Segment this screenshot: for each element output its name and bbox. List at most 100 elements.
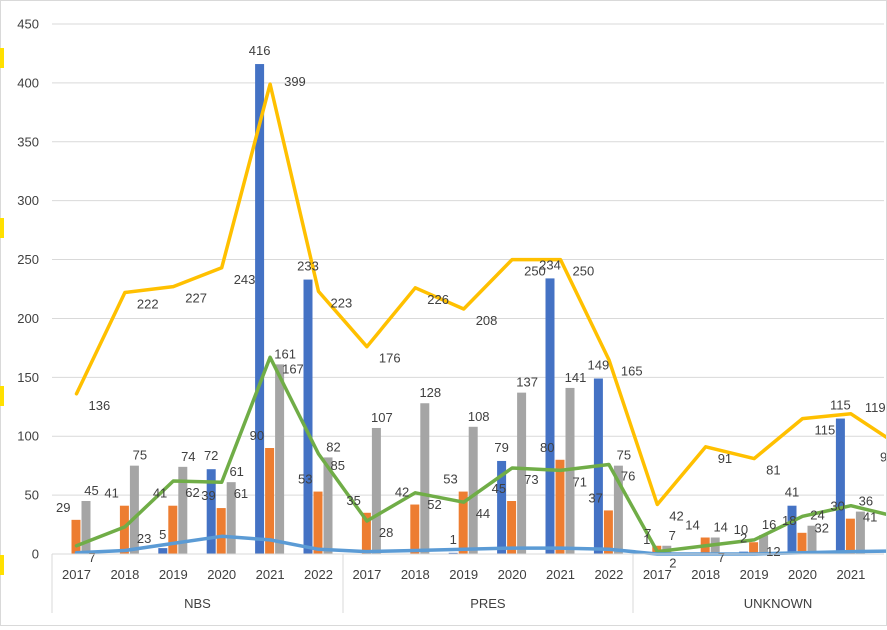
bar-data-label: 10 [734,522,748,537]
series-line [74,355,887,554]
y-tick-label: 200 [17,311,39,326]
line-data-label: 23 [137,531,151,546]
edge-mark [0,555,4,575]
series-line [74,82,887,507]
x-group-label: NBS [184,596,211,611]
line-data-label: 136 [89,398,111,413]
bar-data-label: 137 [516,375,538,390]
edge-mark [0,48,4,68]
y-tick-label: 150 [17,370,39,385]
x-tick-label: 2020 [207,567,236,582]
bar-data-label: 80 [540,440,554,455]
bar [759,535,769,554]
line-data-label: 7 [89,550,96,565]
y-tick-label: 400 [17,75,39,90]
y-tick-label: 350 [17,134,39,149]
line-data-label: 85 [331,458,345,473]
bar-data-label: 141 [565,370,587,385]
bar-data-label: 79 [494,440,508,455]
line-data-label: 32 [815,520,829,535]
x-tick-label: 2017 [62,567,91,582]
x-group-label: PRES [470,596,506,611]
bar [468,426,478,554]
x-tick-label: 2017 [643,567,672,582]
bar-data-label: 1 [450,532,457,547]
bar [845,518,855,554]
bar [507,501,517,554]
bar [517,392,527,554]
x-tick-label: 2019 [159,567,188,582]
line-data-label: 250 [573,264,595,279]
bar-data-label: 35 [346,493,360,508]
line-data-label: 7 [718,550,725,565]
line-data-label: 81 [766,463,780,478]
line-data-label: 44 [476,506,490,521]
line-data-label: 2 [669,556,676,571]
bar [797,532,807,554]
bar [303,279,313,554]
line-data-label: 399 [284,74,306,89]
bar-data-label: 5 [159,527,166,542]
bar-data-label: 115 [830,398,851,413]
line-data-label: 226 [427,292,449,307]
gridlines [52,23,884,496]
bar-data-label: 161 [274,346,296,361]
bar-data-label: 24 [810,508,824,523]
bar-data-label: 16 [762,517,776,532]
line-data-label: 61 [234,486,248,501]
bar [613,465,623,554]
bar-data-label: 41 [104,486,118,501]
bar-data-label: 90 [250,428,264,443]
y-tick-label: 0 [32,547,39,562]
x-tick-label: 2022 [304,567,333,582]
line-data-label: 42 [669,509,683,524]
bar [371,427,381,554]
line-data-label: 73 [524,472,538,487]
bar [855,511,865,554]
x-tick-label: 2020 [498,567,527,582]
edge-mark [0,218,4,238]
x-tick-label: 2018 [401,567,430,582]
bar [835,418,845,554]
bar-data-label: 36 [859,494,873,509]
line-data-label: 208 [476,313,498,328]
x-tick-label: 2019 [740,567,769,582]
bar [81,501,91,554]
line-data-label: 62 [185,485,199,500]
bar-data-label: 45 [84,483,98,498]
bar-data-label: 72 [204,448,218,463]
bar-data-label: 41 [153,486,167,501]
bar [458,491,468,554]
line-data-label: 115 [815,423,836,438]
bar-data-label: 39 [201,488,215,503]
bar-data-label: 74 [181,449,195,464]
line-data-label: 250 [524,264,546,279]
bar [807,525,817,554]
y-axis-tick-labels: 0 50 100 150 200 250 300 350 400 450 [17,17,39,562]
x-tick-label: 2018 [691,567,720,582]
bar [497,460,507,554]
bar-data-label: 233 [297,259,319,274]
bar-data-label: 82 [326,439,340,454]
bar-data-label: 7 [644,526,651,541]
y-tick-label: 250 [17,252,39,267]
bar [749,542,759,554]
bar [158,548,168,554]
x-tick-label: 2020 [788,567,817,582]
line-data-label: 52 [427,497,441,512]
y-tick-label: 450 [17,17,39,32]
x-tick-label: 2021 [836,567,865,582]
bar-data-label: 30 [830,499,844,514]
line-data-label: 167 [282,361,304,376]
bar [410,504,420,554]
bar-data-label: 7 [669,528,676,543]
bar [555,459,565,554]
line-data-label: 76 [621,468,635,483]
bar [265,448,275,554]
bar [71,519,81,554]
bar-data-label: 75 [133,448,147,463]
x-tick-label: 2019 [449,567,478,582]
edge-mark [0,386,4,406]
line-data-label: 243 [234,272,256,287]
